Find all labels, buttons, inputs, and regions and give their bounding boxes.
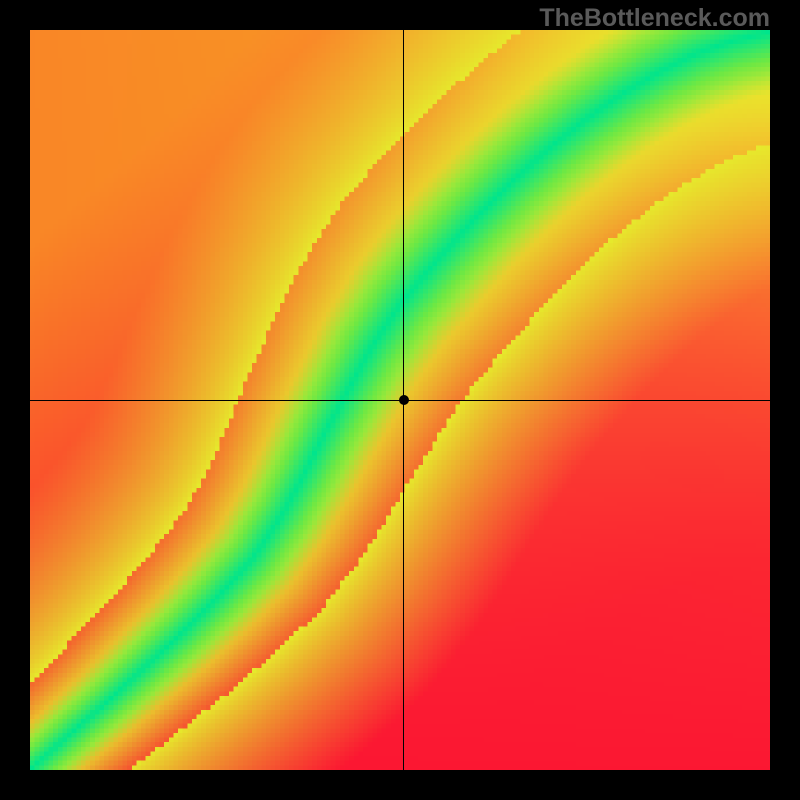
selection-marker-dot — [399, 395, 409, 405]
chart-container: TheBottleneck.com — [0, 0, 800, 800]
watermark-text: TheBottleneck.com — [539, 4, 770, 33]
